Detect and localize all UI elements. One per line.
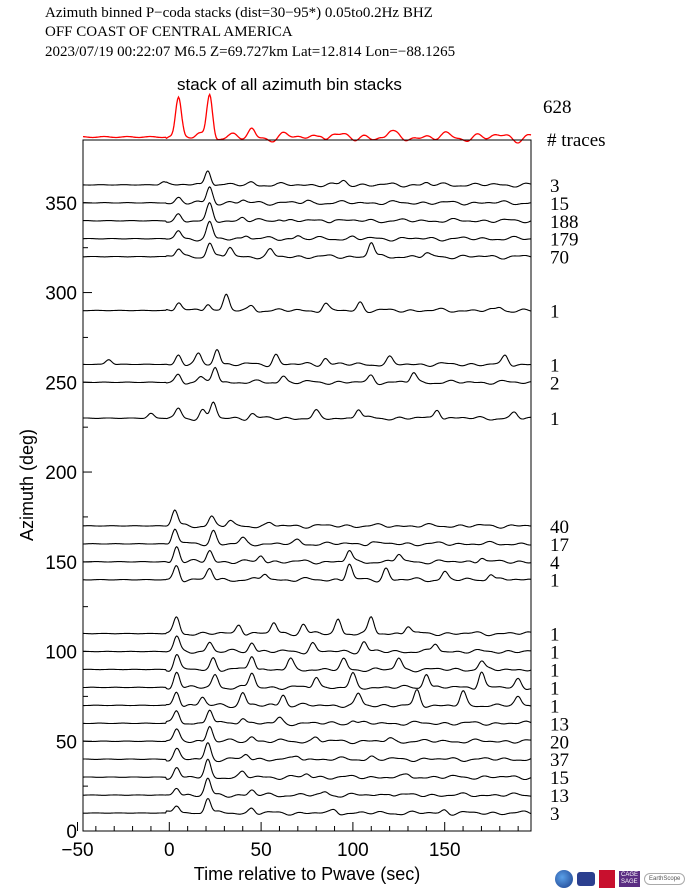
azimuth-trace-line <box>82 563 532 583</box>
azimuth-trace-line <box>83 758 532 781</box>
header-line3: 2023/07/19 00:22:07 M6.5 Z=69.727km Lat=… <box>45 44 455 60</box>
trace-count-label: 1 <box>550 571 560 592</box>
azimuth-trace-line <box>83 777 532 798</box>
x-axis-label: Time relative to Pwave (sec) <box>194 864 420 884</box>
azimuth-trace-line <box>83 528 532 547</box>
trace-count-label: 3 <box>550 804 560 825</box>
trace-count-label: 1 <box>550 409 560 430</box>
azimuth-trace-line <box>82 709 532 727</box>
header-line1: Azimuth binned P−coda stacks (dist=30−95… <box>45 5 433 21</box>
azimuth-trace-line <box>83 725 531 745</box>
trace-count-label: 1 <box>550 643 560 664</box>
nsf-logo-icon <box>555 870 573 888</box>
trace-count-label: 1 <box>550 660 560 681</box>
azimuth-trace-line <box>83 653 532 673</box>
trace-count-label: 70 <box>550 248 569 269</box>
trace-count-label: 179 <box>550 230 579 251</box>
y-tick-label: 0 <box>66 822 77 843</box>
azimuth-trace-line <box>82 671 532 690</box>
y-axis-label: Azimuth (deg) <box>17 429 37 541</box>
trace-count-label: 13 <box>550 714 569 735</box>
azimuth-trace-line <box>83 797 532 816</box>
trace-count-label: 40 <box>550 517 569 538</box>
trace-count-label: 1 <box>550 302 560 323</box>
y-tick-label: 100 <box>45 643 77 664</box>
x-tick-label: −50 <box>61 840 93 861</box>
azimuth-trace-line <box>83 220 532 242</box>
trace-count-label: 15 <box>550 194 569 215</box>
azimuth-trace-line <box>82 348 532 368</box>
trace-count-label: 13 <box>550 786 569 807</box>
trace-count-label: 2 <box>550 373 560 394</box>
network-logo-icon <box>577 872 595 886</box>
x-tick-label: 100 <box>337 840 369 861</box>
azimuth-trace-line <box>83 616 532 637</box>
trace-count-label: 20 <box>550 732 569 753</box>
y-tick-label: 50 <box>56 732 77 753</box>
stack-title: stack of all azimuth bin stacks <box>177 75 402 94</box>
trace-count-label: 4 <box>550 553 560 574</box>
azimuth-trace-line <box>82 186 532 206</box>
y-tick-label: 150 <box>45 553 77 574</box>
trace-count-label: 1 <box>550 678 560 699</box>
azimuth-trace-line <box>82 366 532 386</box>
azimuth-trace-line <box>82 688 532 709</box>
cage-sage-logo-icon: CAGE SAGE <box>619 871 641 887</box>
azimuth-trace-line <box>83 741 532 763</box>
stack-trace-count: 628 <box>543 97 572 118</box>
header-line2: OFF COAST OF CENTRAL AMERICA <box>45 24 293 40</box>
trace-count-label: 1 <box>550 355 560 376</box>
logo-strip: CAGE SAGE EarthScope <box>555 868 690 890</box>
x-tick-label: 0 <box>164 840 175 861</box>
trace-count-label: 188 <box>550 212 579 233</box>
earthscope-logo-icon: EarthScope <box>644 873 686 885</box>
azimuth-trace-line <box>83 635 531 655</box>
azimuth-trace-line <box>82 545 532 565</box>
plot-frame <box>82 139 532 832</box>
azimuth-trace-line <box>83 293 532 314</box>
azimuth-trace-line <box>83 201 532 224</box>
trace-group <box>82 170 532 816</box>
azimuth-trace-line <box>83 242 532 260</box>
y-tick-label: 250 <box>45 373 77 394</box>
trace-count-label: 37 <box>550 750 569 771</box>
trace-count-label: 17 <box>550 535 569 556</box>
y-tick-label: 350 <box>45 194 77 215</box>
azimuth-trace-line <box>83 401 531 421</box>
stack-trace-group <box>82 92 532 144</box>
y-tick-label: 200 <box>45 463 77 484</box>
trace-count-label: 1 <box>550 696 560 717</box>
azimuth-trace-line <box>82 509 532 529</box>
azimuth-trace-line <box>82 170 532 188</box>
trace-count-label: 15 <box>550 768 569 789</box>
traces-header: # traces <box>547 130 606 151</box>
trace-count-label: 1 <box>550 625 560 646</box>
stack-all-line <box>82 92 532 144</box>
trace-count-label: 3 <box>550 176 560 197</box>
y-tick-label: 300 <box>45 284 77 305</box>
x-tick-label: 50 <box>251 840 272 861</box>
shield-logo-icon <box>599 870 615 888</box>
x-tick-label: 150 <box>429 840 461 861</box>
